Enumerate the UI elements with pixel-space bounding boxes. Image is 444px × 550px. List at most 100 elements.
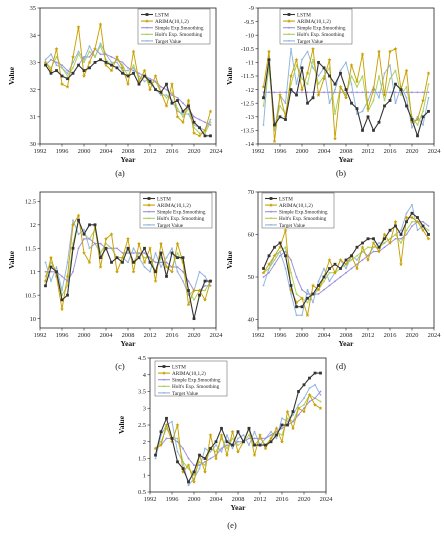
point-p1-s3-23 [171, 94, 173, 96]
point-p4-s4-24 [394, 233, 397, 236]
point-p2-s2-22 [382, 92, 387, 97]
point-p5-s2-0 [153, 446, 158, 451]
point-p5-s2-2 [164, 422, 169, 427]
point-p2-s4-23 [389, 77, 391, 80]
point-p2-s5-6 [295, 83, 298, 86]
point-p3-s5-15 [127, 261, 129, 264]
point-p3-s2-3 [60, 307, 64, 311]
point-p2-s5-13 [334, 88, 336, 91]
y-tick-label: -12.5 [241, 100, 254, 107]
point-p4-s1-8 [306, 296, 309, 300]
point-p1-s5-15 [127, 69, 129, 72]
point-p3-s5-20 [154, 252, 157, 254]
point-p1-s1-10 [99, 58, 102, 62]
point-p4-s1-21 [377, 245, 381, 249]
point-p4-s5-0 [262, 284, 265, 287]
point-p1-s1-30 [209, 134, 212, 138]
point-p1-s4-23 [171, 91, 173, 94]
point-p5-s3-23 [281, 427, 283, 430]
point-p4-s3-16 [350, 267, 353, 270]
point-p4-s2-28 [415, 219, 420, 224]
point-p2-s1-14 [339, 71, 342, 75]
point-p5-s1-16 [242, 440, 245, 444]
point-p2-s2-1 [267, 49, 271, 54]
point-p5-s2-26 [296, 406, 301, 410]
point-p4-s2-22 [382, 232, 387, 237]
point-p2-s1-28 [416, 134, 419, 138]
x-tick-label: 2008 [340, 332, 353, 339]
point-p1-s3-17 [138, 72, 140, 75]
point-p5-s5-30 [319, 393, 322, 396]
point-p4-s4-8 [306, 301, 309, 304]
point-p3-s1-23 [170, 251, 174, 255]
point-p3-s2-10 [98, 264, 103, 269]
point-p5-s3-12 [220, 447, 223, 450]
point-p3-s5-18 [143, 266, 146, 268]
point-p4-s2-18 [360, 245, 365, 249]
x-tick-label: 2024 [320, 496, 334, 503]
point-p5-s4-6 [187, 467, 190, 470]
point-p4-s4-18 [361, 250, 364, 253]
point-p2-s1-12 [328, 74, 331, 78]
point-p1-s4-8 [88, 50, 91, 53]
y-tick-label: 11 [30, 269, 36, 276]
point-p2-s2-3 [278, 92, 282, 97]
point-p2-s4-0 [262, 105, 265, 107]
panel-2: 1992 1996 2000 2004 2008 2012 2016 2020 2024 -14 -… [225, 5, 441, 178]
point-p5-s4-7 [193, 474, 195, 477]
point-p5-s3-9 [204, 460, 206, 463]
point-p2-s3-28 [416, 91, 419, 94]
point-p1-s2-17 [137, 79, 141, 84]
point-p1-s4-19 [149, 83, 151, 86]
point-p1-s2-4 [65, 84, 70, 89]
series-line-target [45, 42, 211, 131]
point-p4-s1-26 [405, 220, 408, 224]
point-p1-s2-11 [104, 63, 108, 67]
point-p5-s5-4 [176, 450, 179, 453]
point-p2-s1-26 [405, 104, 408, 108]
point-p1-s5-10 [99, 42, 102, 45]
point-p4-s1-24 [394, 224, 397, 228]
point-p1-s1-28 [198, 126, 201, 130]
point-p2-s1-22 [383, 104, 386, 108]
point-p1-s2-7 [82, 73, 86, 78]
point-p4-s2-26 [404, 215, 409, 220]
point-p3-s4-1 [50, 261, 52, 264]
point-p2-s3-7 [301, 91, 303, 94]
point-p4-s5-15 [345, 267, 347, 270]
point-p3-s2-25 [181, 260, 185, 265]
x-tick-label: 2024 [210, 148, 224, 155]
point-p2-s2-16 [349, 63, 354, 67]
point-p5-s3-22 [275, 430, 278, 433]
point-p2-s4-9 [312, 58, 314, 61]
point-p4-s2-23 [388, 240, 392, 245]
point-p4-s2-10 [316, 287, 321, 292]
point-p4-s1-28 [416, 216, 419, 219]
point-p1-s94-0 [146, 33, 148, 36]
point-p1-s1-26 [187, 104, 190, 108]
point-p3-s3-15 [127, 252, 129, 254]
y-tick-label: -13 [245, 114, 254, 121]
point-p4-s3-1 [268, 271, 270, 274]
point-p3-s4-27 [193, 298, 195, 301]
point-p2-s4-18 [361, 75, 364, 77]
point-p4-s1-20 [372, 237, 375, 241]
point-p3-s5-4 [66, 261, 69, 264]
point-p1-s2-15 [126, 82, 130, 86]
point-p4-s4-22 [383, 242, 386, 244]
legend-entry: ARIMA(10,1,2) [155, 18, 189, 25]
point-p5-s1-12 [220, 426, 223, 430]
point-p3-s1-13 [115, 256, 119, 260]
point-p1-s2-24 [175, 114, 180, 119]
point-p2-s4-21 [378, 75, 380, 77]
point-p4-s3-15 [345, 271, 347, 274]
point-p4-s2-29 [421, 228, 425, 232]
point-p1-s2-20 [153, 73, 158, 78]
point-p4-s1-14 [339, 267, 342, 270]
point-p5-s1-22 [275, 433, 278, 437]
point-p1-s1-29 [203, 134, 207, 138]
point-p1-s4-5 [72, 66, 74, 69]
point-p3-s3-7 [83, 237, 85, 240]
